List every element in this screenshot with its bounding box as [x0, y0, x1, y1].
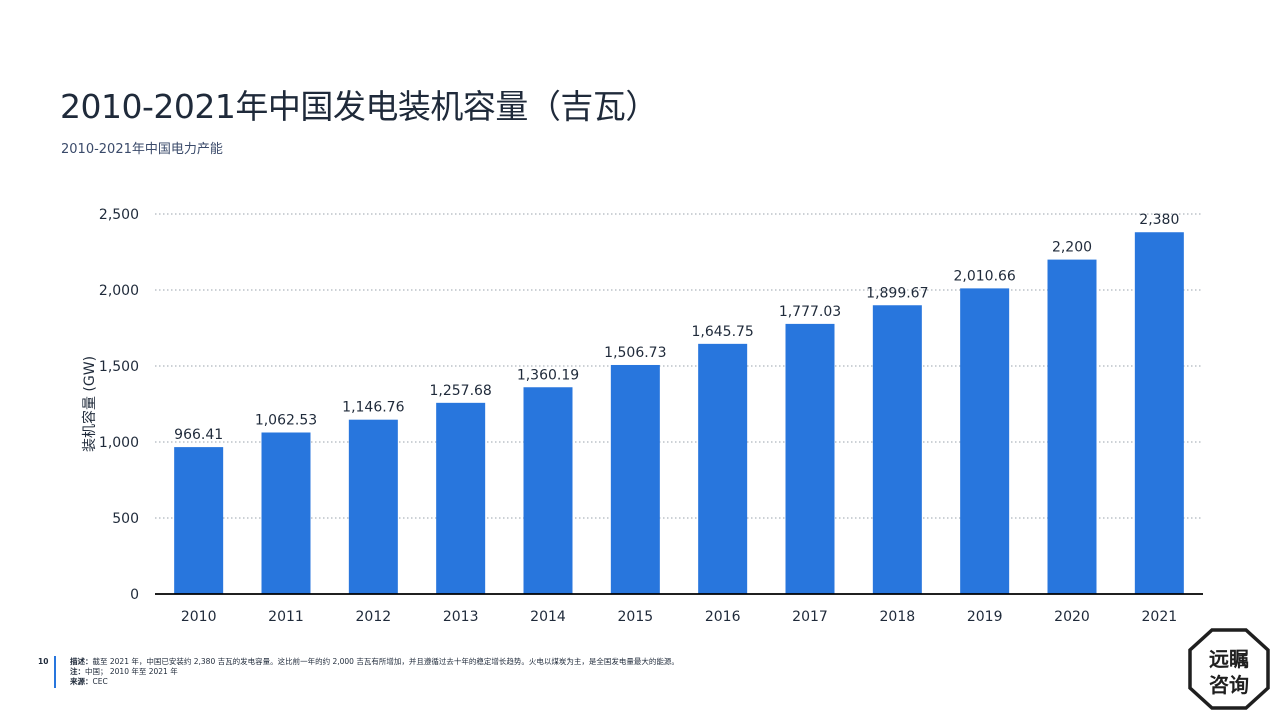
y-tick-label: 0 — [130, 587, 139, 603]
bar-2011 — [261, 432, 311, 594]
bar-chart: 0 500 1,000 1,500 2,000 2,500 966.41 1,062.53 1… — [81, 207, 1203, 625]
bar-2020 — [1047, 259, 1097, 594]
x-tick-label-2010: 2010 — [181, 609, 217, 625]
bar-2013 — [436, 402, 486, 594]
y-tick-label: 1,500 — [99, 359, 139, 375]
x-tick-label-2020: 2020 — [1054, 609, 1090, 625]
y-axis-title: 装机容量 (GW) — [81, 356, 98, 452]
bar-2021 — [1134, 232, 1184, 595]
logo-text-line1: 远瞩 — [1209, 647, 1249, 671]
company-logo: 远瞩 咨询 — [1188, 628, 1270, 710]
x-tick-label-2013: 2013 — [443, 609, 479, 625]
value-label-2018: 1,899.67 — [866, 285, 928, 301]
source-text: CEC — [92, 677, 108, 686]
description-text: 截至 2021 年，中国已安装约 2,380 吉瓦的发电容量。这比前一年的约 2… — [92, 657, 679, 666]
value-label-2017: 1,777.03 — [779, 304, 841, 320]
bar-2015 — [610, 364, 660, 594]
gridlines — [155, 213, 1203, 519]
note-label: 注： — [70, 667, 85, 676]
value-label-2020: 2,200 — [1052, 240, 1092, 256]
logo-text-line2: 咨询 — [1209, 673, 1249, 697]
page-number: 10 — [38, 657, 49, 666]
y-tick-label: 500 — [112, 511, 139, 527]
x-tick-label-2011: 2011 — [268, 609, 304, 625]
bar-2010 — [174, 447, 224, 594]
note-text: 中国； 2010 年至 2021 年 — [85, 667, 178, 676]
footer-accent-bar — [54, 656, 56, 688]
description-label: 描述： — [70, 657, 93, 666]
bar-2014 — [523, 387, 573, 594]
bar-2017 — [785, 323, 835, 594]
x-tick-label-2015: 2015 — [618, 609, 654, 625]
description-line: 描述：截至 2021 年，中国已安装约 2,380 吉瓦的发电容量。这比前一年的… — [70, 657, 679, 667]
bar-2018 — [872, 305, 922, 594]
bar-2016 — [698, 343, 748, 594]
source-label: 来源： — [70, 677, 93, 686]
value-label-2010: 966.41 — [174, 427, 223, 443]
x-tick-label-2016: 2016 — [705, 609, 741, 625]
x-tick-label-2021: 2021 — [1142, 609, 1178, 625]
value-label-2015: 1,506.73 — [604, 345, 666, 361]
x-axis-ticks: 2010 2011 2012 2013 2014 2015 2016 2017 2018 2019… — [181, 609, 1177, 625]
value-label-2012: 1,146.76 — [342, 400, 404, 416]
y-axis-ticks: 0 500 1,000 1,500 2,000 2,500 — [99, 207, 139, 603]
x-tick-label-2017: 2017 — [792, 609, 828, 625]
value-label-2014: 1,360.19 — [517, 367, 579, 383]
page-title: 2010-2021年中国发电装机容量（吉瓦） — [60, 87, 658, 126]
y-tick-label: 2,500 — [99, 207, 139, 223]
value-label-2016: 1,645.75 — [691, 324, 753, 340]
y-tick-label: 2,000 — [99, 283, 139, 299]
x-tick-label-2018: 2018 — [880, 609, 916, 625]
note-line: 注：中国； 2010 年至 2021 年 — [70, 667, 679, 677]
value-label-2013: 1,257.68 — [429, 383, 491, 399]
value-label-2019: 2,010.66 — [953, 268, 1015, 284]
value-labels: 966.41 1,062.53 1,146.76 1,257.68 1,360.19 1,… — [174, 212, 1179, 443]
source-line: 来源：CEC — [70, 677, 679, 687]
page-subtitle: 2010-2021年中国电力产能 — [61, 142, 223, 157]
value-label-2011: 1,062.53 — [255, 412, 317, 428]
footer-notes: 描述：截至 2021 年，中国已安装约 2,380 吉瓦的发电容量。这比前一年的… — [70, 657, 679, 687]
x-tick-label-2012: 2012 — [356, 609, 392, 625]
bar-2019 — [960, 288, 1010, 594]
bars — [174, 232, 1184, 595]
x-tick-label-2019: 2019 — [967, 609, 1003, 625]
value-label-2021: 2,380 — [1139, 212, 1179, 228]
bar-2012 — [348, 419, 398, 594]
x-tick-label-2014: 2014 — [530, 609, 566, 625]
y-tick-label: 1,000 — [99, 435, 139, 451]
